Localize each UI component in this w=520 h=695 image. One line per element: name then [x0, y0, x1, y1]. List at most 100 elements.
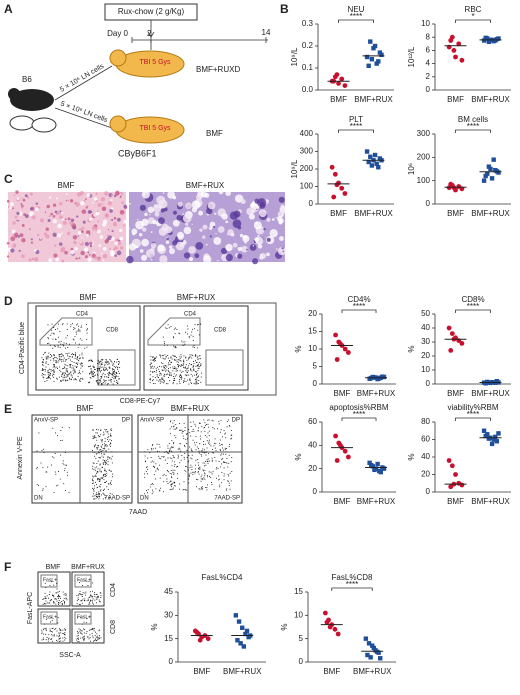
flow-dot [93, 375, 95, 377]
flow-dot [99, 463, 101, 465]
flow-dot [206, 459, 208, 461]
flow-dot [98, 452, 100, 454]
flow-dot [81, 623, 83, 625]
texture [30, 241, 34, 244]
row-label: CD8 [110, 620, 117, 634]
axis-label: SSC-A [59, 652, 81, 659]
flow-dot [58, 341, 60, 343]
flow-dot [166, 478, 168, 480]
texture [232, 219, 242, 229]
flow-dot [100, 378, 102, 380]
texture [57, 223, 63, 229]
flow-dot [79, 582, 80, 584]
flow-dot [107, 360, 109, 362]
texture [177, 201, 183, 207]
flow-dot [99, 368, 101, 369]
texture [104, 191, 109, 196]
flow-dot [189, 354, 191, 356]
flow-dot [107, 383, 109, 385]
flow-dot [153, 466, 155, 468]
flow-dot [90, 596, 92, 598]
flow-dot [72, 367, 74, 369]
flow-dot [101, 440, 103, 442]
flow-dot [153, 358, 155, 360]
flow-dot [111, 493, 113, 495]
flow-dot [113, 380, 115, 382]
data-point [322, 610, 328, 616]
flow-dot [45, 361, 47, 363]
flow-dot [179, 423, 181, 424]
flow-dot [198, 467, 200, 469]
flow-dot [112, 373, 114, 375]
flow-dot [186, 450, 188, 451]
texture [89, 241, 93, 246]
flow-dot [171, 460, 173, 462]
flow-dot [48, 368, 50, 370]
y-tick-label: 5 [313, 362, 318, 371]
flow-dot [189, 432, 191, 434]
flow-dot [48, 375, 49, 377]
flow-dot [65, 465, 67, 467]
flow-dot [194, 444, 196, 446]
flow-dot [103, 463, 105, 465]
texture [13, 243, 16, 247]
flow-dot [149, 379, 151, 381]
flow-dot [230, 461, 232, 463]
y-tick-label: 80 [421, 417, 430, 426]
flow-dot [83, 628, 84, 630]
flow-dot [108, 372, 110, 373]
texture [88, 217, 93, 221]
flow-dot [204, 478, 206, 480]
flow-dot [164, 375, 166, 377]
texture [107, 235, 113, 241]
flow-dot [59, 356, 61, 358]
flow-dot [92, 468, 94, 470]
flow-dot [172, 354, 174, 356]
flow-dot [58, 596, 60, 597]
flow-dot [103, 443, 105, 445]
flow-dot [110, 443, 112, 445]
flow-frame [27, 302, 277, 396]
x-tick-label: BMF+RUX [471, 95, 510, 104]
flow-dot [91, 596, 93, 598]
flow-dot [91, 599, 93, 601]
gate-label: FasL+ [77, 577, 91, 583]
flow-dot [177, 457, 179, 459]
flow-dot [199, 466, 201, 468]
flow-dot [204, 469, 206, 471]
flow-dot [98, 363, 100, 365]
flow-dot [92, 635, 94, 637]
flow-dot [110, 484, 112, 486]
texture [122, 224, 126, 227]
texture [70, 249, 75, 255]
flow-dot [92, 480, 93, 482]
flow-dot [94, 445, 96, 447]
flow-dot [57, 328, 59, 330]
flow-dot [191, 370, 193, 372]
flow-dot [110, 440, 112, 442]
flow-dot [178, 364, 179, 366]
flow-dot [56, 360, 58, 362]
gate-label: FasL+ [77, 614, 91, 620]
flow-dot [188, 374, 190, 376]
flow-dot [99, 629, 101, 631]
flow-dot [58, 602, 60, 604]
flow-dot [100, 366, 102, 368]
flow-dot [55, 338, 57, 340]
data-point [238, 641, 243, 646]
texture [99, 235, 104, 239]
data-point [446, 325, 452, 331]
texture [255, 236, 264, 245]
flow-dot [192, 375, 193, 377]
flow-dot [98, 638, 100, 640]
flow-dot [191, 354, 193, 356]
flow-dot [192, 340, 194, 341]
texture [166, 237, 169, 241]
texture [77, 230, 82, 235]
flow-dot [42, 637, 44, 639]
donor: B6 [22, 75, 32, 84]
y-tick-label: 0.3 [302, 19, 314, 28]
flow-dot [160, 356, 162, 358]
flow-dot [185, 488, 187, 490]
texture [168, 245, 173, 249]
